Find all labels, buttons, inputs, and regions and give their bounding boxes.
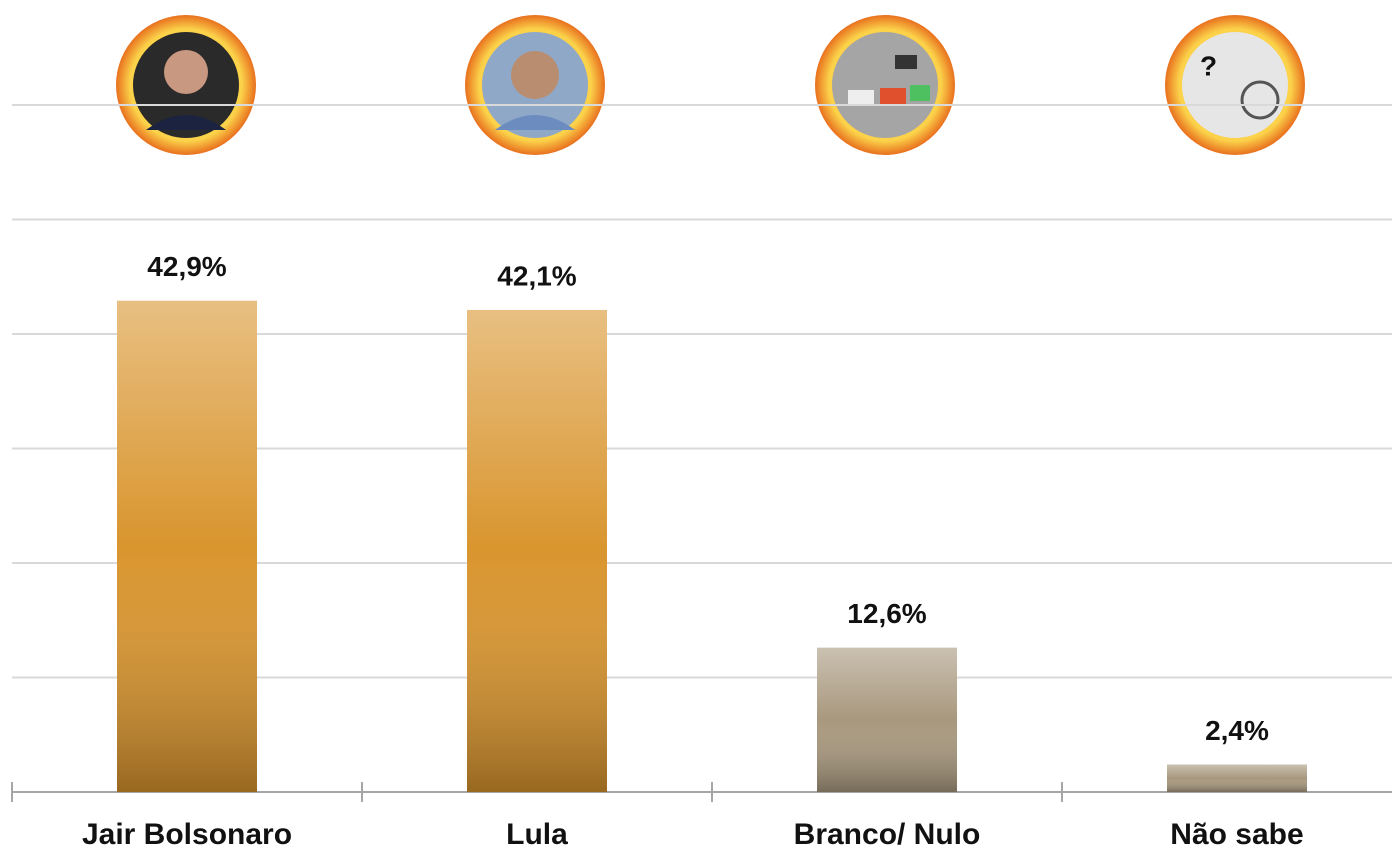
value-label: 2,4% <box>1205 715 1269 746</box>
icons: ? <box>116 15 1305 155</box>
bar-shade <box>817 648 957 792</box>
x-tick-label: Lula <box>506 818 568 851</box>
icon-lula <box>465 15 605 155</box>
value-label: 42,1% <box>497 260 576 291</box>
icon-urna <box>815 15 955 155</box>
value-label: 12,6% <box>847 598 926 629</box>
bar-shade <box>1167 765 1307 792</box>
chart: ? Jair Bolsonaro 42,9% Lula 42,1% Branco/ Nu… <box>0 0 1392 853</box>
icon-bolsonaro <box>116 15 256 155</box>
bar-shade <box>117 301 257 792</box>
x-tick-label: Jair Bolsonaro <box>82 818 292 851</box>
bar-shade <box>467 310 607 792</box>
x-tick-label: Branco/ Nulo <box>794 818 981 851</box>
question-mark: ? <box>1200 50 1217 81</box>
icon-nao-sabe: ? <box>1165 15 1305 155</box>
value-label: 42,9% <box>147 251 226 282</box>
x-tick-label: Não sabe <box>1170 818 1303 851</box>
